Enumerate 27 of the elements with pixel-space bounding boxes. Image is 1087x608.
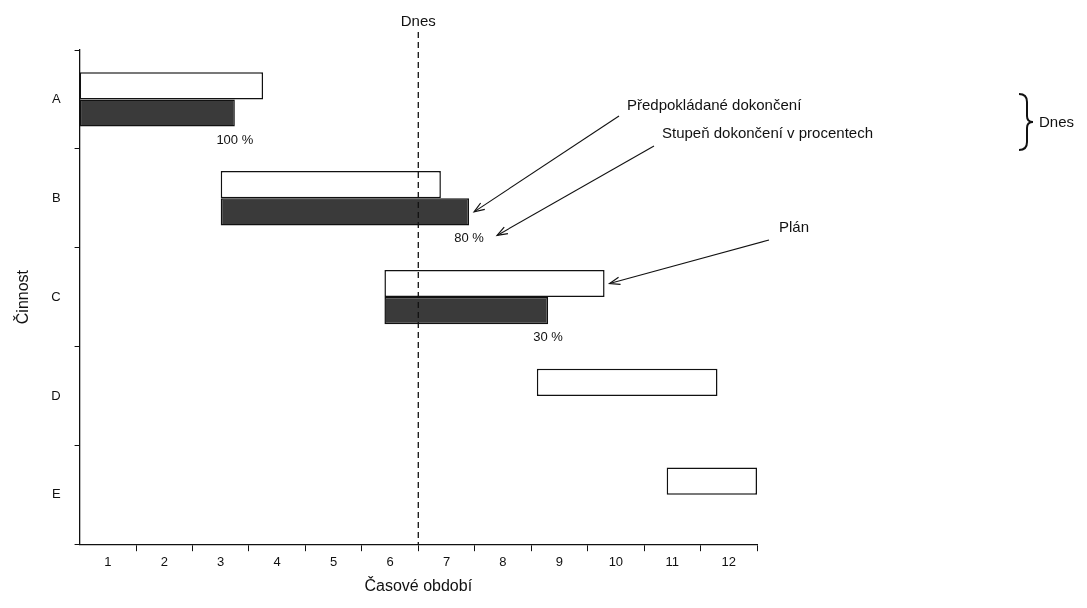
y-tick-label: B <box>51 189 61 205</box>
x-axis-title: Časové období <box>364 575 473 594</box>
x-tick-label: 10 <box>608 553 624 569</box>
annotation: 80 % <box>454 230 485 246</box>
y-tick-label: A <box>51 91 61 106</box>
y-tick-label: E <box>51 486 61 502</box>
text: Dnes <box>1039 113 1075 130</box>
x-tick-label: 4 <box>273 553 281 569</box>
ref-line-label: Dnes <box>400 12 436 29</box>
y-tick-label: D <box>51 387 61 403</box>
y-axis-title: Činnost <box>13 269 32 325</box>
x-tick-label: 12 <box>721 553 737 569</box>
x-tick-label: 1 <box>104 553 112 569</box>
x-tick-label: 11 <box>665 553 680 569</box>
x-tick-label: 3 <box>217 553 225 569</box>
annotation: Předpokládané dokončení <box>627 96 803 113</box>
annotation: 100 % <box>216 131 254 147</box>
annotation: 30 % <box>533 329 564 345</box>
x-tick-label: 7 <box>442 553 451 569</box>
annotation: Stupeň dokončení v procentech <box>662 124 873 141</box>
text: Plán <box>779 218 810 235</box>
y-tick-label: C <box>51 288 61 304</box>
x-tick-label: 6 <box>386 553 394 569</box>
x-tick-label: 9 <box>555 553 564 569</box>
x-tick-label: 8 <box>499 553 507 569</box>
x-tick-label: 2 <box>160 553 168 569</box>
x-tick-label: 5 <box>330 553 338 569</box>
